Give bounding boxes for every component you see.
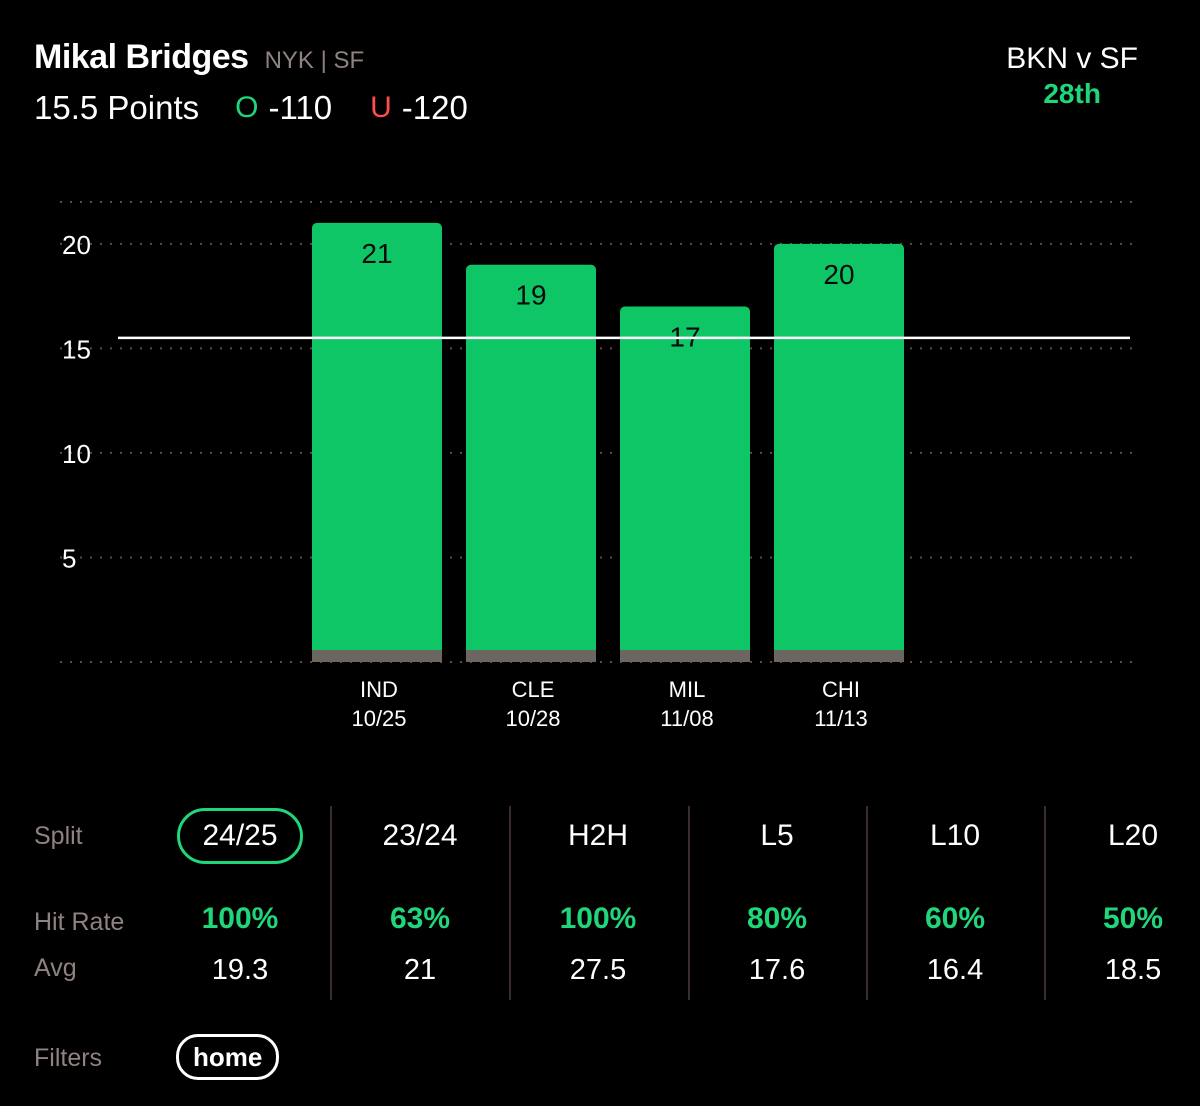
avg-value: 19.3	[211, 954, 269, 986]
x-tick-date: 11/13	[814, 706, 867, 731]
hit-rate-value: 80%	[746, 902, 808, 935]
avg-row-label: Avg	[34, 954, 77, 982]
hit-rate-value: 60%	[924, 902, 986, 935]
split-column-h2h[interactable]: H2H 100% 27.5	[508, 808, 688, 1002]
matchup: BKN v SF 28th	[1006, 42, 1138, 110]
split-column-2324[interactable]: 23/24 63% 21	[330, 808, 510, 1002]
hit-rate-value: 100%	[201, 902, 279, 935]
over-indicator: O	[235, 91, 259, 124]
splits-table: Split Hit Rate Avg 24/25 100% 19.3 23/24 63%…	[0, 806, 1200, 1006]
prop-line: 15.5 Points	[34, 89, 200, 126]
split-tab[interactable]: L10	[929, 819, 981, 852]
bar-value-label: 19	[515, 280, 546, 311]
column-divider	[330, 806, 332, 1000]
hit-rate-value: 63%	[389, 902, 451, 935]
bar-base	[774, 650, 904, 662]
split-tab[interactable]: 24/25	[177, 808, 303, 864]
bar	[620, 306, 750, 662]
y-tick-label: 10	[62, 439, 91, 469]
player-name: Mikal Bridges	[34, 38, 249, 76]
bar-base	[466, 650, 596, 662]
bar-base	[312, 650, 442, 662]
x-tick-date: 10/28	[505, 706, 560, 731]
matchup-title: BKN v SF	[1006, 42, 1138, 75]
split-tab[interactable]: L5	[760, 819, 794, 852]
over-odds[interactable]: -110	[268, 89, 333, 126]
x-tick-category: MIL	[669, 677, 706, 702]
split-row-label: Split	[34, 822, 83, 850]
bar-value-label: 21	[361, 238, 392, 269]
avg-value: 21	[403, 954, 437, 986]
x-tick-date: 10/25	[351, 706, 406, 731]
column-divider	[509, 806, 511, 1000]
hit-rate-row-label: Hit Rate	[34, 908, 125, 936]
filter-chip-home[interactable]: home	[176, 1034, 280, 1080]
x-tick-date: 11/08	[660, 706, 713, 731]
column-divider	[1044, 806, 1046, 1000]
avg-value: 17.6	[748, 954, 806, 986]
split-tab[interactable]: L20	[1107, 819, 1159, 852]
x-tick-category: IND	[360, 677, 398, 702]
avg-value: 18.5	[1104, 954, 1162, 986]
split-column-l20[interactable]: L20 50% 18.5	[1043, 808, 1200, 1002]
split-column-2425[interactable]: 24/25 100% 19.3	[150, 808, 330, 1002]
hit-rate-value: 100%	[559, 902, 637, 935]
filters-label: Filters	[34, 1044, 103, 1072]
y-tick-label: 5	[62, 543, 76, 573]
matchup-rank: 28th	[1043, 78, 1101, 109]
column-divider	[687, 806, 690, 1000]
y-tick-label: 15	[62, 334, 91, 364]
avg-value: 27.5	[569, 954, 627, 986]
bar-base	[620, 650, 750, 662]
header: Mikal Bridges NYK | SF 15.5 Points O -11…	[34, 38, 506, 127]
under-odds[interactable]: -120	[401, 89, 468, 126]
team-tags: NYK | SF	[264, 47, 365, 74]
split-tab[interactable]: 23/24	[382, 819, 458, 852]
split-column-l5[interactable]: L5 80% 17.6	[687, 808, 867, 1002]
under-indicator: U	[370, 91, 392, 124]
hit-rate-value: 50%	[1102, 902, 1164, 935]
avg-value: 16.4	[926, 954, 984, 986]
x-tick-category: CHI	[822, 677, 860, 702]
bar-value-label: 20	[823, 259, 854, 290]
bar	[774, 243, 904, 662]
column-divider	[866, 806, 868, 1000]
bar	[466, 264, 596, 662]
split-tab[interactable]: H2H	[567, 819, 628, 852]
y-tick-label: 20	[62, 230, 91, 260]
x-tick-category: CLE	[512, 677, 555, 702]
split-column-l10[interactable]: L10 60% 16.4	[865, 808, 1045, 1002]
bar	[312, 222, 442, 662]
